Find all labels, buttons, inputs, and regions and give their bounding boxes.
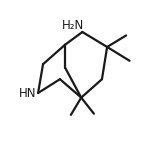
Text: H₂N: H₂N: [62, 19, 84, 32]
Text: HN: HN: [19, 86, 36, 100]
